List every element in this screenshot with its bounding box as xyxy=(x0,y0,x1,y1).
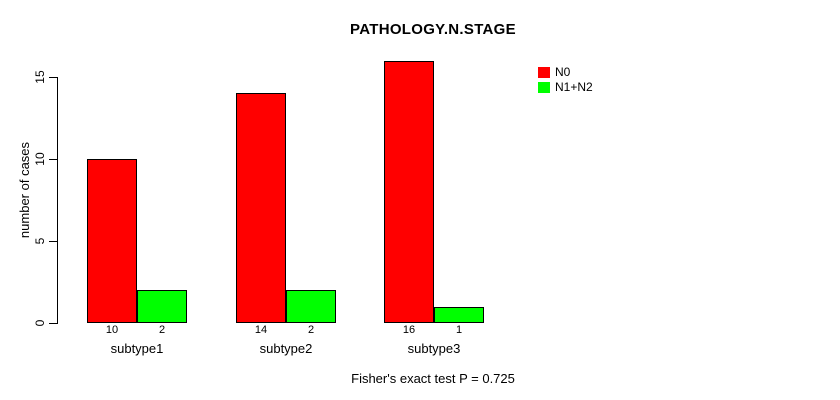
legend-item-n1n2: N1+N2 xyxy=(538,81,593,94)
bar-value-label: 10 xyxy=(105,324,119,336)
bar-value-label: 2 xyxy=(158,324,166,336)
x-category-label-subtype1: subtype1 xyxy=(110,341,164,356)
bar-value-label: 1 xyxy=(455,324,463,336)
bar-n0-subtype3 xyxy=(384,61,434,323)
y-tick-label: 15 xyxy=(33,70,47,84)
legend-label-n0: N0 xyxy=(555,65,571,79)
legend-swatch-n1n2 xyxy=(538,82,550,93)
y-axis-line xyxy=(57,77,58,324)
bar-n1n2-subtype2 xyxy=(286,290,336,323)
y-axis-tick xyxy=(49,77,57,78)
x-category-label-subtype3: subtype3 xyxy=(407,341,461,356)
y-axis-tick xyxy=(49,159,57,160)
bar-value-label: 14 xyxy=(254,324,268,336)
bar-n1n2-subtype1 xyxy=(137,290,187,323)
y-tick-label: 10 xyxy=(33,152,47,166)
legend-swatch-n0 xyxy=(538,67,550,78)
legend-label-n1n2: N1+N2 xyxy=(555,80,593,94)
bar-value-label: 2 xyxy=(307,324,315,336)
x-category-label-subtype2: subtype2 xyxy=(259,341,313,356)
chart-title: PATHOLOGY.N.STAGE xyxy=(350,21,516,38)
y-tick-label: 0 xyxy=(33,319,47,327)
legend: N0 N1+N2 xyxy=(538,66,593,96)
y-axis-tick xyxy=(49,241,57,242)
bar-n1n2-subtype3 xyxy=(434,307,484,323)
y-axis-tick xyxy=(49,323,57,324)
annotation-text: Fisher's exact test P = 0.725 xyxy=(351,371,515,386)
bar-n0-subtype1 xyxy=(87,159,137,323)
bar-n0-subtype2 xyxy=(236,93,286,323)
legend-item-n0: N0 xyxy=(538,66,593,79)
bar-value-label: 16 xyxy=(402,324,416,336)
y-tick-label: 5 xyxy=(33,237,47,245)
